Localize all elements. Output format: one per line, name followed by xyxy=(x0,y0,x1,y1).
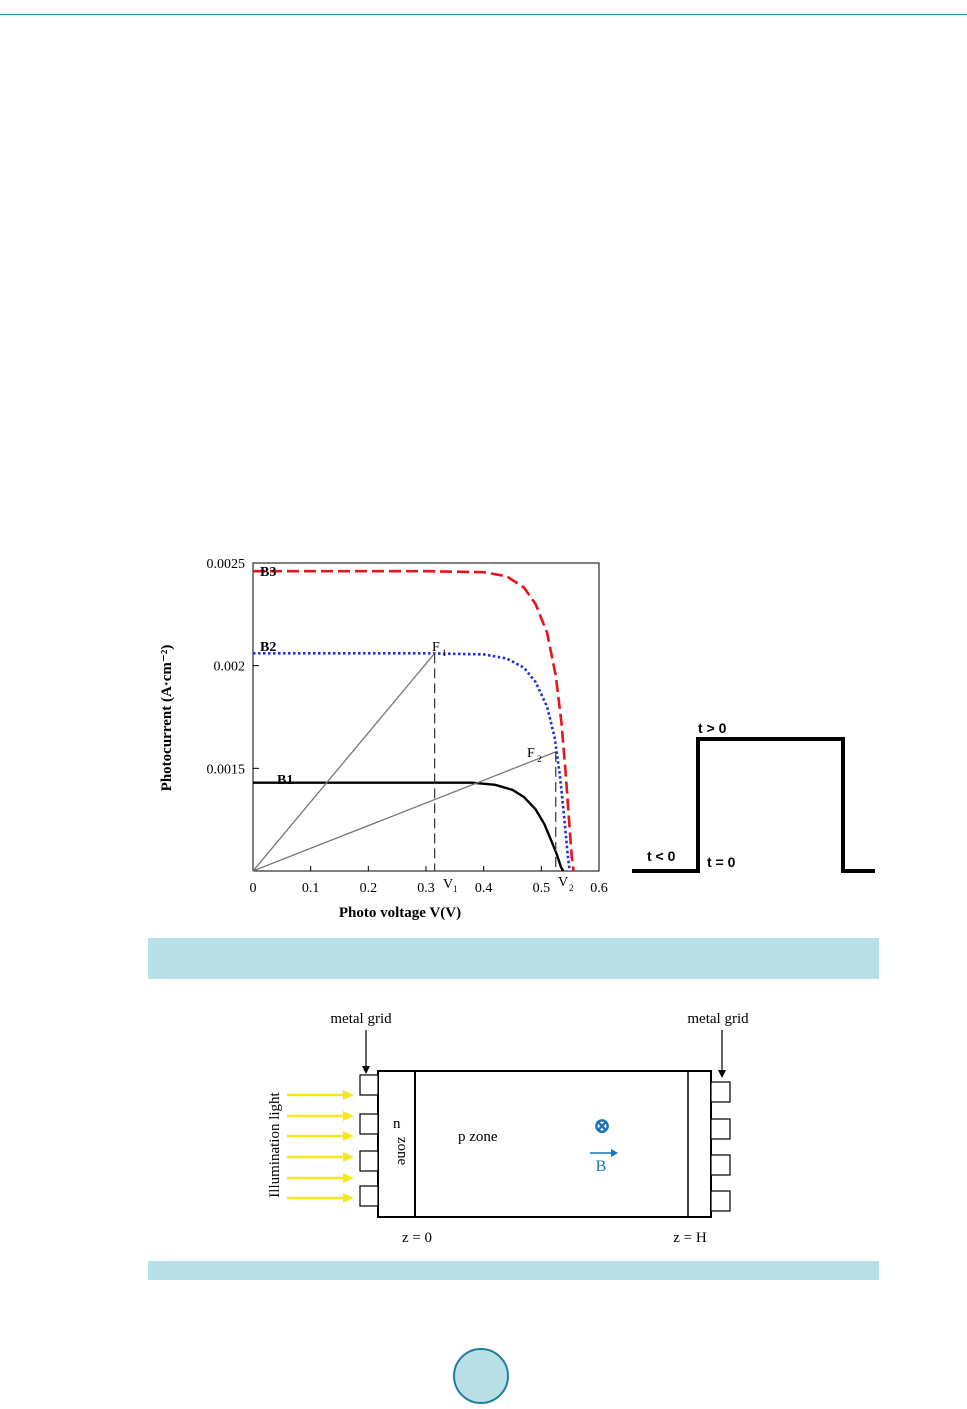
x-tick-label-0: 0 xyxy=(250,881,257,896)
pulse-label-t-positive: t > 0 xyxy=(698,720,727,736)
z0-label: z = 0 xyxy=(402,1230,432,1246)
metal-grid-left-label: metal grid xyxy=(330,1011,392,1027)
zH-label: z = H xyxy=(673,1230,707,1246)
illumination-arrowhead-4 xyxy=(343,1173,354,1183)
x-tick-label-1: 0.1 xyxy=(302,881,320,896)
y-axis-label: Photocurrent (A·cm⁻²) xyxy=(159,645,175,792)
chart-construction-lines xyxy=(252,652,557,872)
series-label-b3: B3 xyxy=(260,565,276,580)
annotation-f1-letter: F xyxy=(432,640,440,655)
y-tick-label-0: 0.0015 xyxy=(207,762,246,777)
illumination-arrowhead-5 xyxy=(343,1193,354,1203)
series-label-b2: B2 xyxy=(260,640,276,655)
annotation-v2-sub: 2 xyxy=(569,883,574,893)
x-tick-label-4: 0.4 xyxy=(475,881,493,896)
y-tick-labels: 0.0015 0.002 0.0025 xyxy=(207,557,246,777)
x-tick-label-2: 0.2 xyxy=(360,881,378,896)
pulse-waveform xyxy=(632,737,875,873)
illumination-arrowhead-2 xyxy=(343,1131,354,1141)
header-rule xyxy=(0,14,967,15)
page-number-badge xyxy=(453,1348,509,1404)
x-tick-labels: 0 0.1 0.2 0.3 0.4 0.5 0.6 xyxy=(250,881,608,896)
series-label-b1: B1 xyxy=(277,773,293,788)
x-tick-label-3: 0.3 xyxy=(417,881,435,896)
pulse-label-t-zero: t = 0 xyxy=(707,854,736,870)
magnetic-field-symbol: ⊗ xyxy=(593,1113,611,1138)
annotation-f2-letter: F xyxy=(527,746,535,761)
chart-plot-frame xyxy=(252,562,600,872)
cell-body xyxy=(377,1070,712,1218)
field-vector-arrowhead xyxy=(611,1149,618,1157)
p-zone-label: p zone xyxy=(458,1129,498,1145)
annotation-v1-sub: 1 xyxy=(453,884,458,894)
metal-grid-right-fingers xyxy=(710,1081,731,1212)
n-label: n xyxy=(393,1116,401,1132)
annotation-v1-letter: V xyxy=(443,877,453,892)
load-line-f2 xyxy=(252,751,556,872)
y-tick-label-1: 0.002 xyxy=(214,660,246,675)
y-tick-label-2: 0.0025 xyxy=(207,557,246,572)
figure-caption-bar-1 xyxy=(148,938,879,979)
x-tick-label-5: 0.5 xyxy=(533,881,551,896)
load-line-f1 xyxy=(252,652,436,872)
x-axis-label: Photo voltage V(V) xyxy=(339,905,461,921)
metal-grid-right-arrowhead xyxy=(718,1070,726,1078)
metal-grid-left-fingers xyxy=(359,1074,379,1207)
illumination-arrows xyxy=(287,1090,354,1203)
illumination-arrowhead-3 xyxy=(343,1152,354,1162)
illumination-arrowhead-0 xyxy=(343,1090,354,1100)
figure-caption-bar-2 xyxy=(148,1261,879,1280)
metal-grid-right-label: metal grid xyxy=(687,1011,749,1027)
series-line-b3 xyxy=(253,569,575,872)
annotation-f2-sub: 2 xyxy=(537,754,542,764)
chart-ticks xyxy=(252,562,600,871)
annotation-f1-sub: 1 xyxy=(442,648,447,658)
metal-grid-left-arrowhead xyxy=(362,1066,370,1074)
annotation-v2-letter: V xyxy=(558,875,568,890)
field-vector-label: B xyxy=(596,1158,607,1175)
illumination-arrowhead-1 xyxy=(343,1111,354,1121)
x-tick-label-6: 0.6 xyxy=(590,881,608,896)
chart-series-group xyxy=(253,569,575,872)
pulse-label-t-negative: t < 0 xyxy=(647,848,676,864)
series-line-b2 xyxy=(253,652,571,872)
illumination-label: Illumination light xyxy=(267,1091,283,1197)
zone-label: zone xyxy=(394,1137,410,1166)
series-line-b1 xyxy=(253,781,565,872)
